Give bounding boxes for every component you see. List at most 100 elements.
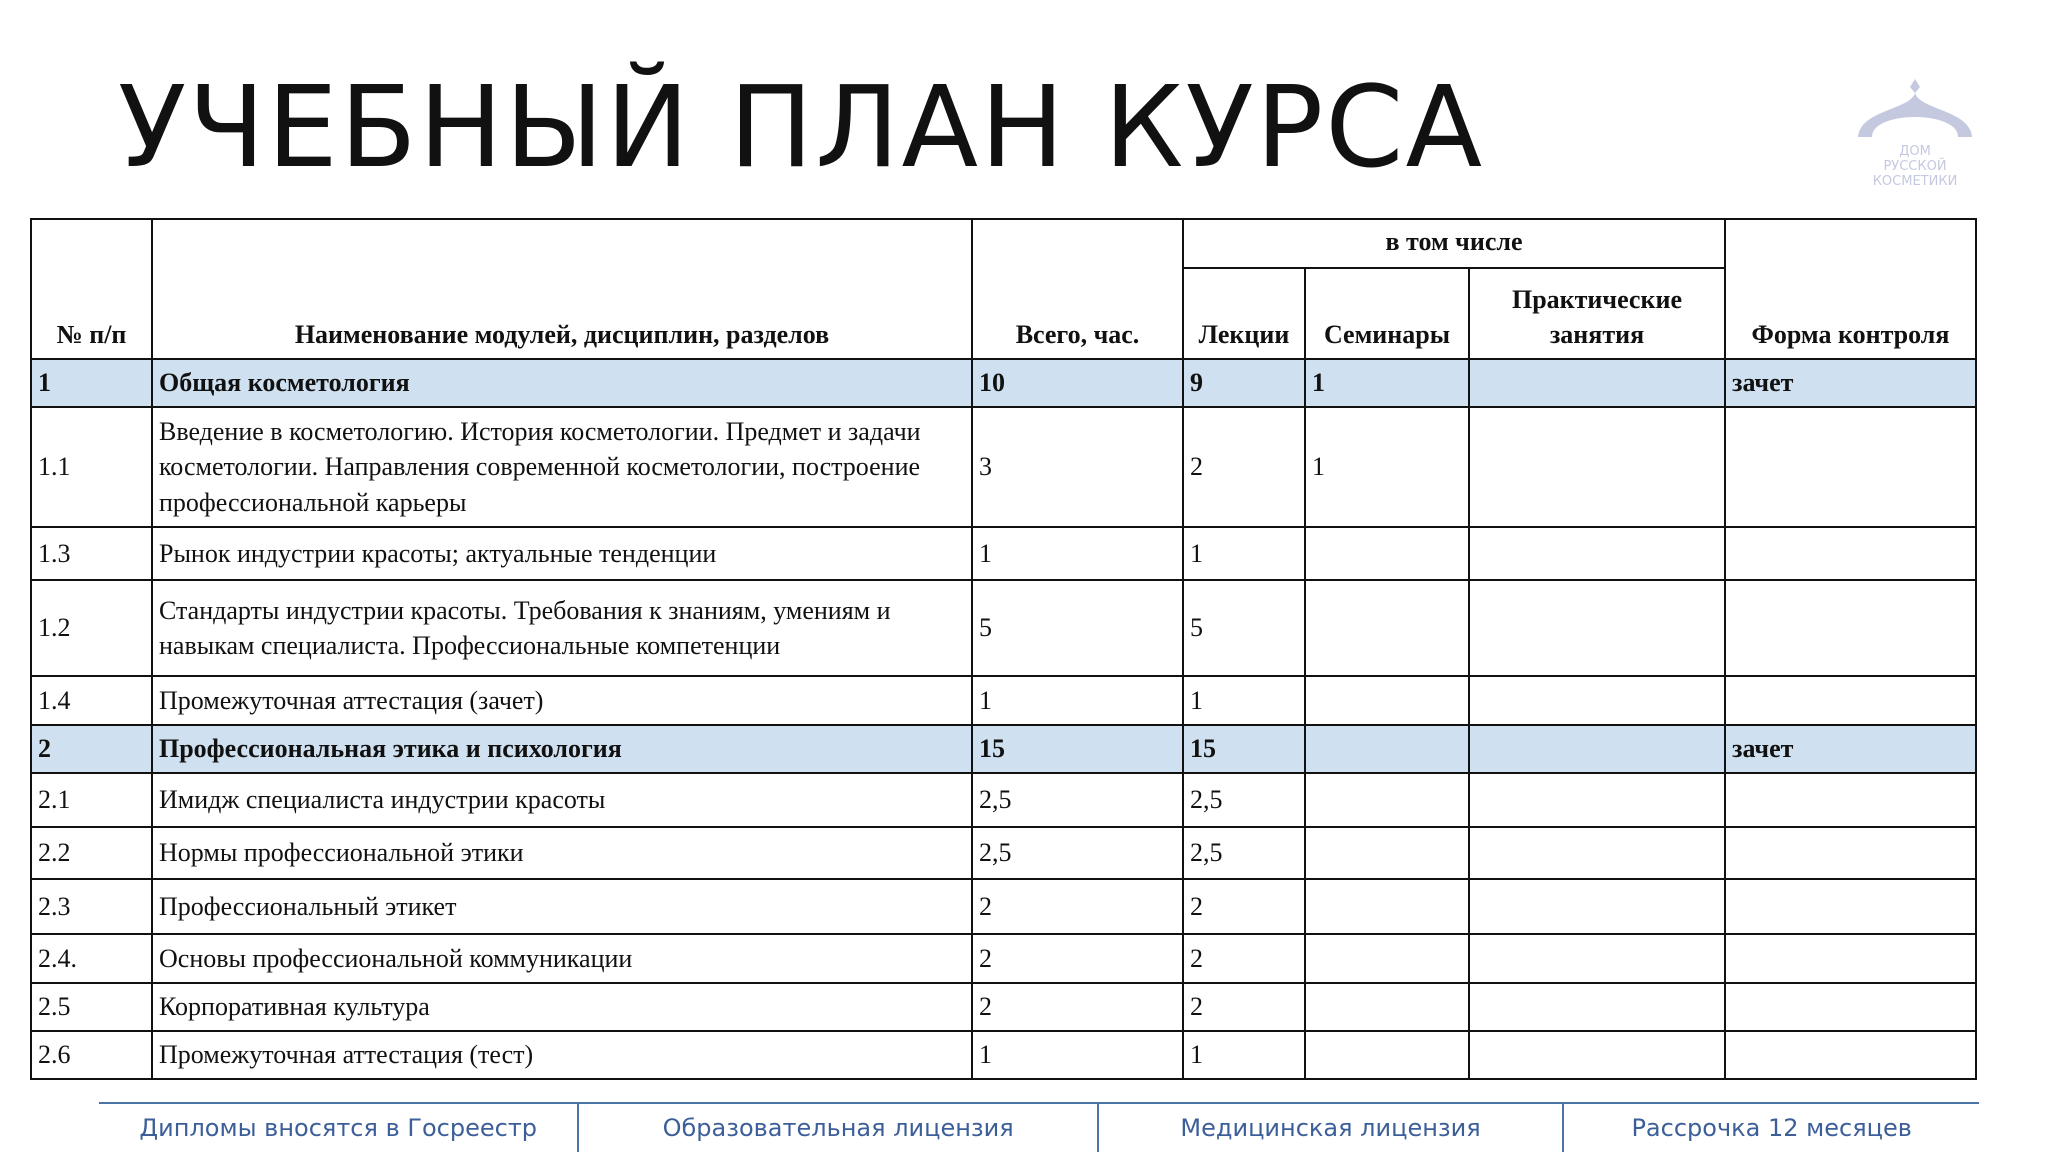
cell-lectures: 1 bbox=[1182, 1030, 1306, 1080]
curriculum-table: № п/п Наименование модулей, дисциплин, р… bbox=[30, 217, 1977, 1080]
cell-total: 2 bbox=[971, 982, 1184, 1032]
header-lectures: Лекции bbox=[1182, 267, 1306, 360]
footer-item-registry: Дипломы вносятся в Госреестр bbox=[139, 1114, 538, 1142]
cell-num: 2 bbox=[30, 724, 153, 774]
cell-num: 2.1 bbox=[30, 772, 153, 828]
cell-practice bbox=[1468, 579, 1726, 677]
cell-lectures: 2 bbox=[1182, 406, 1306, 528]
cell-practice bbox=[1468, 526, 1726, 581]
table-row: 2.5 Корпоративная культура 2 2 bbox=[30, 982, 1977, 1032]
cell-practice bbox=[1468, 358, 1726, 408]
cell-name: Основы профессиональной коммуникации bbox=[151, 933, 973, 984]
cell-seminars: 1 bbox=[1304, 406, 1470, 528]
header-group: в том числе bbox=[1182, 217, 1726, 270]
cell-seminars bbox=[1304, 826, 1470, 880]
cell-num: 2.4. bbox=[30, 933, 153, 984]
header-practice: Практические занятия bbox=[1468, 267, 1726, 360]
header-num: № п/п bbox=[30, 218, 153, 360]
table-row: 2.4. Основы профессиональной коммуникации… bbox=[30, 933, 1977, 984]
cell-lectures: 2,5 bbox=[1182, 772, 1306, 828]
cell-num: 2.6 bbox=[30, 1030, 153, 1080]
cell-practice bbox=[1468, 406, 1726, 528]
cell-name: Промежуточная аттестация (зачет) bbox=[151, 675, 973, 726]
cell-control: зачет bbox=[1724, 724, 1977, 774]
header-seminars: Семинары bbox=[1304, 267, 1470, 360]
cell-num: 1.3 bbox=[30, 526, 153, 581]
cell-control bbox=[1724, 772, 1977, 828]
footer: Дипломы вносятся в Госреестр Образовател… bbox=[99, 1104, 1979, 1152]
header-total: Всего, час. bbox=[971, 218, 1184, 360]
cell-control bbox=[1724, 878, 1977, 935]
cell-lectures: 2 bbox=[1182, 982, 1306, 1032]
cell-name: Промежуточная аттестация (тест) bbox=[151, 1030, 973, 1080]
footer-item-med-license: Медицинская лицензия bbox=[1096, 1104, 1563, 1152]
cell-practice bbox=[1468, 1030, 1726, 1080]
table-row: 1.3 Рынок индустрии красоты; актуальные т… bbox=[30, 526, 1977, 581]
cell-seminars bbox=[1304, 579, 1470, 677]
cell-seminars bbox=[1304, 675, 1470, 726]
cell-lectures: 2 bbox=[1182, 933, 1306, 984]
cell-control bbox=[1724, 1030, 1977, 1080]
cell-practice bbox=[1468, 826, 1726, 880]
cell-num: 2.5 bbox=[30, 982, 153, 1032]
cell-num: 1.1 bbox=[30, 406, 153, 528]
cell-lectures: 5 bbox=[1182, 579, 1306, 677]
cell-seminars bbox=[1304, 933, 1470, 984]
cell-num: 1.2 bbox=[30, 579, 153, 677]
table-row: 2.2 Нормы профессиональной этики 2,5 2,5 bbox=[30, 826, 1977, 880]
cell-lectures: 9 bbox=[1182, 358, 1306, 408]
svg-text:РУССКОЙ: РУССКОЙ bbox=[1883, 158, 1946, 174]
cell-control bbox=[1724, 526, 1977, 581]
cell-total: 1 bbox=[971, 1030, 1184, 1080]
cell-total: 2 bbox=[971, 878, 1184, 935]
cell-total: 1 bbox=[971, 675, 1184, 726]
cell-name: Нормы профессиональной этики bbox=[151, 826, 973, 880]
cell-lectures: 1 bbox=[1182, 526, 1306, 581]
cell-name: Профессиональная этика и психология bbox=[151, 724, 973, 774]
cell-lectures: 1 bbox=[1182, 675, 1306, 726]
cell-lectures: 15 bbox=[1182, 724, 1306, 774]
brand-logo: ДОМ РУССКОЙ КОСМЕТИКИ bbox=[1858, 79, 1972, 189]
cell-seminars bbox=[1304, 526, 1470, 581]
cell-total: 10 bbox=[971, 358, 1184, 408]
cell-seminars bbox=[1304, 1030, 1470, 1080]
cell-lectures: 2 bbox=[1182, 878, 1306, 935]
table-row: 1.1 Введение в косметологию. История косм… bbox=[30, 406, 1977, 528]
cell-num: 2.2 bbox=[30, 826, 153, 880]
cell-name: Введение в косметологию. История космето… bbox=[151, 406, 973, 528]
cell-practice bbox=[1468, 982, 1726, 1032]
table-row: 2.3 Профессиональный этикет 2 2 bbox=[30, 878, 1977, 935]
module-row: 1 Общая косметология 10 9 1 зачет bbox=[30, 358, 1977, 408]
table-row: 2.1 Имидж специалиста индустрии красоты 2,… bbox=[30, 772, 1977, 828]
cell-total: 2,5 bbox=[971, 826, 1184, 880]
cell-practice bbox=[1468, 724, 1726, 774]
footer-divider bbox=[99, 1102, 1979, 1104]
cell-total: 3 bbox=[971, 406, 1184, 528]
cell-practice bbox=[1468, 675, 1726, 726]
cell-seminars bbox=[1304, 724, 1470, 774]
cell-name: Стандарты индустрии красоты. Требования … bbox=[151, 579, 973, 677]
footer-item-edu-license: Образовательная лицензия bbox=[577, 1104, 1096, 1152]
cell-num: 1 bbox=[30, 358, 153, 408]
header-control: Форма контроля bbox=[1724, 218, 1977, 360]
cell-name: Корпоративная культура bbox=[151, 982, 973, 1032]
cell-total: 1 bbox=[971, 526, 1184, 581]
svg-text:ДОМ: ДОМ bbox=[1899, 144, 1931, 159]
cell-name: Профессиональный этикет bbox=[151, 878, 973, 935]
cell-control bbox=[1724, 933, 1977, 984]
cell-total: 2 bbox=[971, 933, 1184, 984]
cell-control bbox=[1724, 982, 1977, 1032]
table-row: 1.4 Промежуточная аттестация (зачет) 1 1 bbox=[30, 675, 1977, 726]
cell-seminars bbox=[1304, 878, 1470, 935]
cell-num: 2.3 bbox=[30, 878, 153, 935]
cell-practice bbox=[1468, 933, 1726, 984]
cell-name: Общая косметология bbox=[151, 358, 973, 408]
cell-control bbox=[1724, 579, 1977, 677]
cell-control: зачет bbox=[1724, 358, 1977, 408]
cell-control bbox=[1724, 826, 1977, 880]
cell-total: 2,5 bbox=[971, 772, 1184, 828]
cell-total: 5 bbox=[971, 579, 1184, 677]
header-name: Наименование модулей, дисциплин, раздело… bbox=[151, 218, 973, 360]
cell-name: Имидж специалиста индустрии красоты bbox=[151, 772, 973, 828]
cell-seminars bbox=[1304, 982, 1470, 1032]
